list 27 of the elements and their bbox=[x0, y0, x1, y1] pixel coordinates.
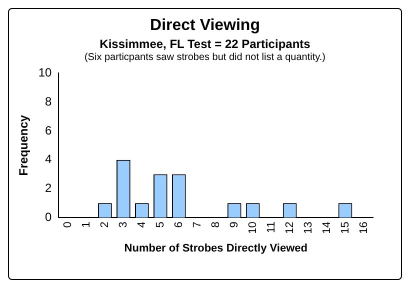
x-tick-label: 15 bbox=[339, 222, 352, 234]
x-tick-label: 5 bbox=[154, 222, 166, 228]
x-tick-label: 8 bbox=[210, 222, 222, 228]
x-tick-label: 11 bbox=[265, 222, 278, 233]
y-tick-label: 2 bbox=[45, 181, 52, 196]
x-tick-label: 2 bbox=[98, 222, 111, 228]
x-tick-label: 12 bbox=[284, 222, 296, 234]
x-tick-label: 1 bbox=[80, 222, 93, 228]
y-tick-label: 4 bbox=[45, 152, 52, 166]
x-tick-label: 13 bbox=[302, 222, 314, 234]
y-axis-title: Frequency bbox=[16, 114, 31, 176]
chart-subtitle: Kissimmee, FL Test = 22 Participants bbox=[98, 37, 312, 51]
y-tick-label: 8 bbox=[45, 94, 52, 108]
x-tick-label: 0 bbox=[62, 222, 74, 228]
x-tick-label: 9 bbox=[228, 222, 240, 228]
y-tick-label: 6 bbox=[45, 123, 52, 138]
x-tick-label: 14 bbox=[320, 222, 333, 234]
x-tick-label: 7 bbox=[191, 222, 204, 228]
chart-title: Direct Viewing bbox=[149, 17, 261, 35]
x-axis-title: Number of Strobes Directly Viewed bbox=[124, 242, 308, 254]
x-tick-label: 10 bbox=[246, 222, 259, 234]
x-tick-label: 4 bbox=[136, 222, 148, 228]
text: (Six particpants saw strobes but did not list a quantity.) bbox=[83, 52, 327, 63]
x-tick-label: 16 bbox=[358, 222, 370, 234]
y-tick-label: 10 bbox=[38, 66, 52, 80]
x-tick-label: 3 bbox=[117, 222, 130, 228]
x-tick-label: 6 bbox=[172, 222, 185, 228]
